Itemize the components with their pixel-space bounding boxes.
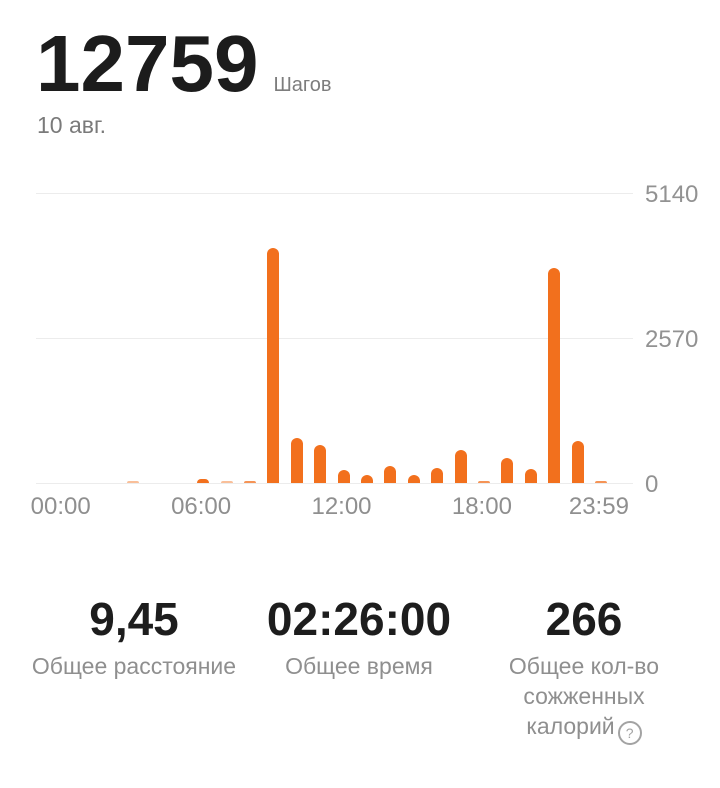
bar-hour-12[interactable] (337, 470, 350, 483)
help-icon[interactable]: ? (617, 721, 642, 745)
bar-hour-13[interactable] (360, 475, 373, 483)
x-axis-label-23:59: 23:59 (568, 493, 629, 520)
stat-total-calories: 266 Общее кол-во сожженных калорий? (434, 594, 720, 745)
bar-hour-7[interactable] (220, 481, 233, 483)
bar-hour-21[interactable] (548, 268, 561, 483)
y-axis-label-0: 0 (645, 471, 659, 498)
bar-hour-15[interactable] (407, 474, 420, 483)
bar-hour-11[interactable] (314, 444, 327, 483)
date-label: 10 авг. (37, 112, 106, 138)
x-axis-label-18:00: 18:00 (451, 493, 512, 520)
bar-hour-8[interactable] (243, 480, 256, 483)
total-calories-label: Общее кол-во сожженных калорий? (434, 651, 720, 745)
y-axis-label-2570: 2570 (645, 326, 699, 353)
x-axis-label-06:00: 06:00 (171, 493, 232, 520)
bar-hour-18[interactable] (477, 480, 490, 483)
steps-count: 12759 (36, 19, 259, 108)
steps-unit-label: Шагов (273, 74, 332, 96)
y-axis-label-5140: 5140 (645, 181, 699, 208)
x-axis-label-00:00: 00:00 (30, 493, 91, 520)
bar-hour-22[interactable] (571, 441, 584, 483)
steps-header: 12759 Шагов (36, 24, 332, 104)
calories-label-line-1: Общее кол-во (508, 653, 660, 679)
total-distance-value: 9,45 (89, 593, 179, 645)
gridline-0 (36, 483, 633, 484)
x-axis-label-12:00: 12:00 (311, 493, 372, 520)
stat-total-distance: 9,45 Общее расстояние (0, 594, 284, 681)
hourly-steps-bar-chart: 0 2570 5140 00:00 06:00 12:00 18:00 23:59 (30, 181, 699, 520)
stat-total-time: 02:26:00 Общее время (209, 594, 509, 681)
bar-hour-23[interactable] (594, 480, 607, 483)
bar-hour-20[interactable] (524, 468, 537, 483)
gridline-5140 (36, 193, 633, 194)
bar-hour-17[interactable] (454, 449, 467, 483)
total-distance-label: Общее расстояние (31, 653, 237, 679)
bar-hour-14[interactable] (384, 466, 397, 483)
total-time-label: Общее время (285, 653, 433, 679)
bar-hour-10[interactable] (290, 438, 303, 483)
total-calories-value: 266 (545, 593, 623, 645)
total-time-value: 02:26:00 (266, 593, 452, 645)
bar-hour-16[interactable] (431, 467, 444, 483)
bar-hour-9[interactable] (267, 247, 280, 483)
gridline-2570 (36, 338, 633, 339)
bar-hour-19[interactable] (501, 458, 514, 483)
calories-label-line-3: калорий? (434, 711, 720, 745)
bar-hour-3[interactable] (126, 481, 139, 483)
bar-hour-6[interactable] (197, 479, 210, 483)
calories-label-line-2: сожженных (523, 683, 645, 709)
